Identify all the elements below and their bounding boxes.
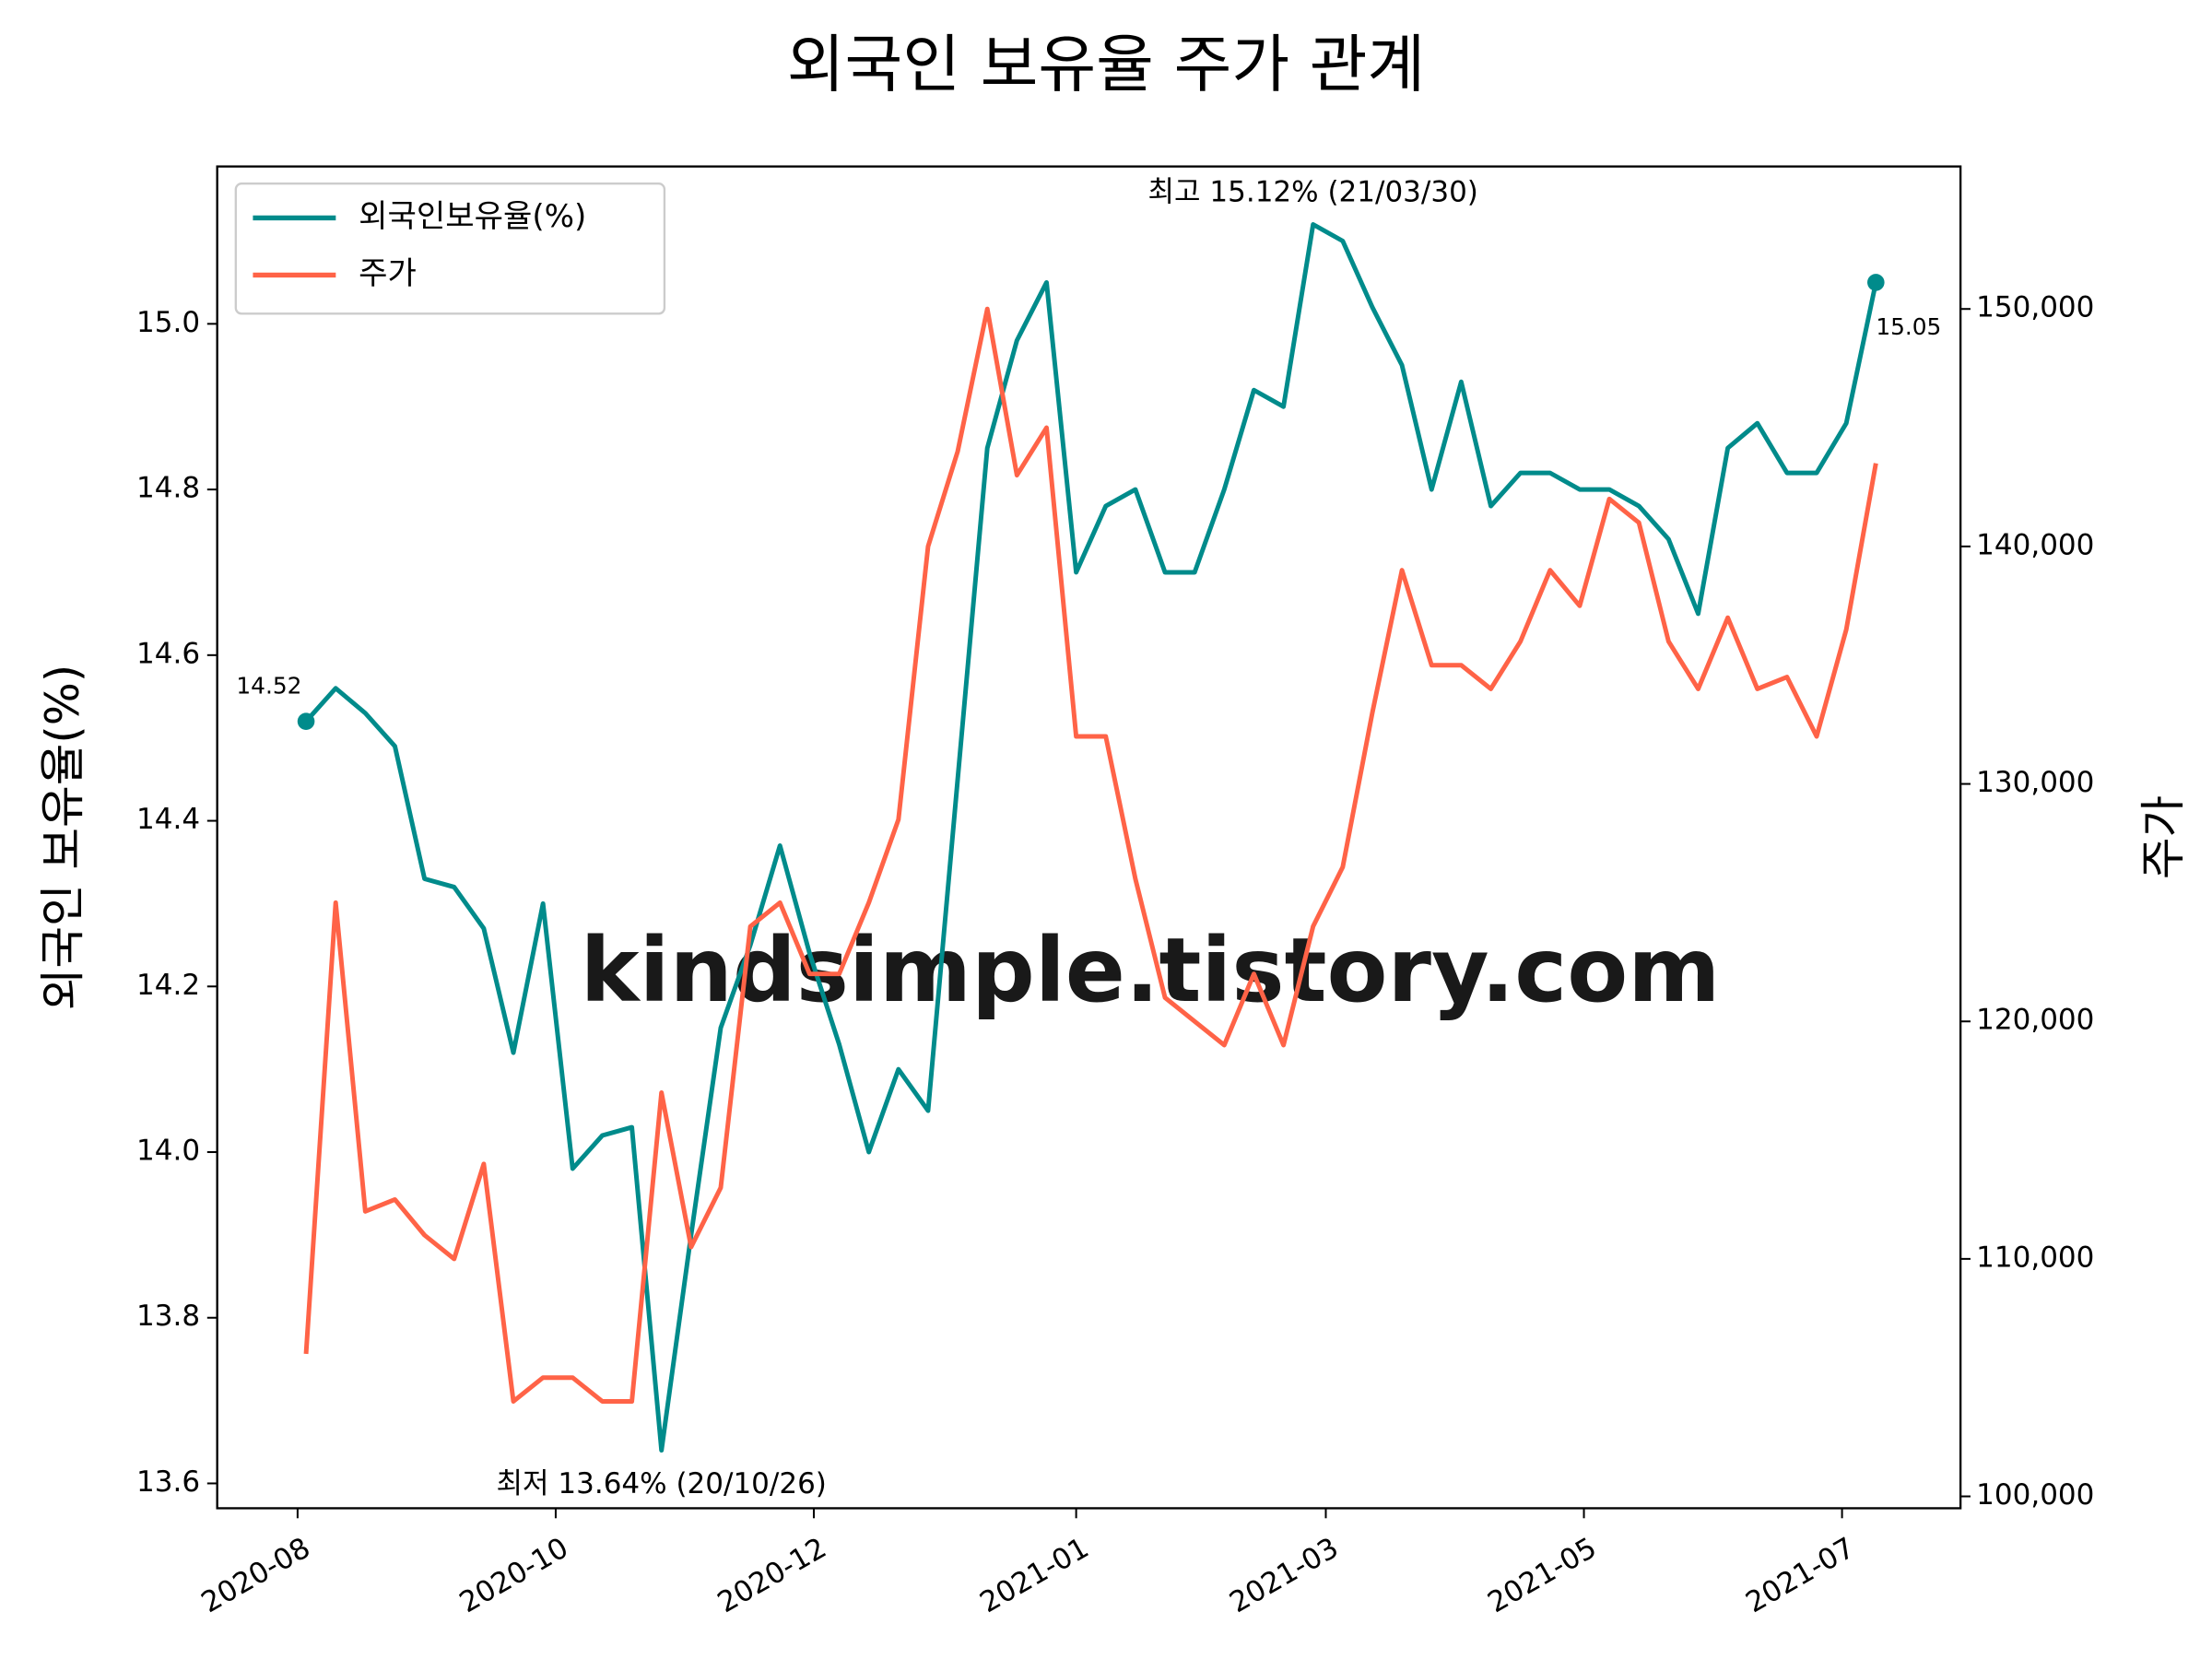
plot-frame xyxy=(216,165,1962,1510)
series-line xyxy=(303,306,1878,1404)
y-tick-label: 13.6 xyxy=(136,1465,200,1499)
x-tick-label: 2020-10 xyxy=(454,1531,574,1619)
point-label: 15.05 xyxy=(1876,313,1941,340)
legend-label: 주가 xyxy=(359,255,417,292)
y2-tick-label: 100,000 xyxy=(1976,1478,2094,1512)
x-tick-label: 2021-07 xyxy=(1740,1531,1860,1619)
y2-tick-label: 120,000 xyxy=(1976,1004,2094,1037)
end-point xyxy=(297,712,315,731)
legend-box xyxy=(234,182,666,315)
y-tick-label: 14.8 xyxy=(136,472,200,505)
annotation: 최고 15.12% (21/03/30) xyxy=(1148,176,1478,209)
chart-title: 외국인 보유율 주가 관계 xyxy=(787,29,1426,102)
y2-tick-label: 110,000 xyxy=(1976,1241,2094,1274)
x-tick-label: 2021-03 xyxy=(1224,1531,1344,1619)
y-tick-label: 14.4 xyxy=(136,803,200,836)
y-tick-label: 15.0 xyxy=(136,306,200,339)
x-tick-label: 2021-01 xyxy=(974,1531,1094,1619)
y2-tick-label: 130,000 xyxy=(1976,766,2094,799)
y-tick-label: 14.0 xyxy=(136,1135,200,1168)
y-tick-label: 14.6 xyxy=(136,637,200,670)
y-tick-label: 14.2 xyxy=(136,969,200,1002)
y2-tick-label: 140,000 xyxy=(1976,528,2094,561)
y2-tick-label: 150,000 xyxy=(1976,291,2094,324)
legend-label: 외국인보유율(%) xyxy=(359,198,586,235)
x-tick-label: 2021-05 xyxy=(1482,1531,1602,1619)
y-axis-label: 외국인 보유율(%) xyxy=(36,665,89,1010)
y-tick-label: 13.8 xyxy=(136,1300,200,1333)
x-tick-label: 2020-12 xyxy=(712,1531,832,1619)
point-label: 14.52 xyxy=(236,673,301,700)
annotation: 최저 13.64% (20/10/26) xyxy=(497,1467,827,1500)
y2-axis-label: 주가 xyxy=(2136,795,2190,879)
x-tick-label: 2020-08 xyxy=(196,1531,316,1619)
end-point xyxy=(1867,274,1885,291)
series-line xyxy=(304,222,1878,1453)
